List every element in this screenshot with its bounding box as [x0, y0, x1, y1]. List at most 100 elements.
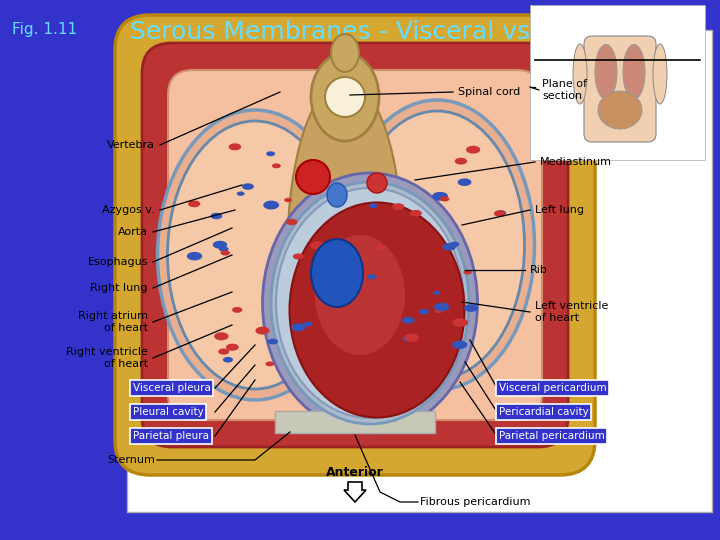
Ellipse shape [315, 235, 405, 355]
Ellipse shape [455, 158, 467, 165]
Ellipse shape [229, 143, 241, 150]
Ellipse shape [264, 201, 279, 210]
Ellipse shape [218, 348, 229, 355]
Ellipse shape [311, 53, 379, 141]
Bar [127, 30, 712, 512]
Ellipse shape [232, 307, 243, 313]
Ellipse shape [404, 334, 419, 342]
Ellipse shape [256, 327, 269, 335]
Ellipse shape [410, 210, 422, 217]
Bar [275, 411, 435, 433]
Text: Spinal cord: Spinal cord [458, 87, 521, 97]
Ellipse shape [369, 204, 377, 208]
Circle shape [367, 173, 387, 193]
Ellipse shape [289, 202, 464, 417]
Ellipse shape [440, 197, 449, 201]
FancyBboxPatch shape [115, 15, 595, 475]
Ellipse shape [168, 121, 343, 389]
Ellipse shape [435, 308, 444, 313]
Ellipse shape [464, 304, 478, 312]
Text: Fibrous pericardium: Fibrous pericardium [420, 497, 531, 507]
Ellipse shape [188, 200, 200, 207]
Text: Esophagus: Esophagus [88, 257, 148, 267]
Ellipse shape [653, 44, 667, 104]
Ellipse shape [304, 322, 312, 327]
Text: Anterior: Anterior [326, 467, 384, 480]
Circle shape [325, 77, 365, 117]
Ellipse shape [284, 198, 292, 202]
Ellipse shape [434, 303, 449, 311]
Ellipse shape [367, 274, 377, 279]
Ellipse shape [210, 213, 222, 219]
Ellipse shape [496, 210, 506, 216]
Ellipse shape [226, 343, 239, 351]
Text: Left lung: Left lung [535, 205, 584, 215]
Text: Serous Membranes - Visceral vs Parietal: Serous Membranes - Visceral vs Parietal [130, 20, 632, 44]
Ellipse shape [237, 192, 245, 196]
Ellipse shape [266, 151, 275, 156]
FancyArrow shape [344, 482, 366, 502]
Ellipse shape [327, 183, 347, 207]
Text: Sternum: Sternum [107, 455, 155, 465]
Ellipse shape [287, 80, 402, 420]
Ellipse shape [623, 44, 645, 99]
Ellipse shape [186, 252, 202, 260]
Circle shape [296, 160, 330, 194]
Bar [530, 5, 705, 160]
FancyBboxPatch shape [584, 36, 656, 142]
Ellipse shape [464, 270, 472, 274]
Ellipse shape [494, 210, 505, 217]
Ellipse shape [311, 239, 363, 307]
Ellipse shape [158, 110, 353, 400]
Ellipse shape [212, 241, 227, 249]
Ellipse shape [214, 332, 228, 340]
Ellipse shape [263, 173, 477, 433]
Ellipse shape [340, 100, 534, 390]
Ellipse shape [432, 192, 448, 201]
Ellipse shape [458, 178, 472, 186]
Text: Pleural cavity: Pleural cavity [133, 407, 204, 417]
Ellipse shape [293, 253, 304, 260]
Ellipse shape [452, 341, 467, 349]
Text: Left ventricle
of heart: Left ventricle of heart [535, 301, 608, 323]
Ellipse shape [433, 291, 441, 295]
Text: Right atrium
of heart: Right atrium of heart [78, 311, 148, 333]
Text: Vertebra: Vertebra [107, 140, 155, 150]
Ellipse shape [452, 318, 468, 327]
Ellipse shape [276, 188, 464, 418]
Ellipse shape [443, 243, 456, 251]
Text: Fig. 1.11: Fig. 1.11 [12, 22, 77, 37]
Text: Aorta: Aorta [118, 227, 148, 237]
Ellipse shape [392, 203, 405, 210]
Ellipse shape [595, 44, 617, 99]
Text: Azygos v.: Azygos v. [102, 205, 155, 215]
Ellipse shape [349, 111, 524, 379]
Ellipse shape [331, 34, 359, 72]
Text: Visceral pericardium: Visceral pericardium [499, 383, 607, 393]
Ellipse shape [466, 146, 480, 154]
Ellipse shape [268, 339, 278, 345]
Ellipse shape [266, 361, 274, 366]
Text: Rib: Rib [530, 265, 548, 275]
FancyBboxPatch shape [142, 43, 568, 447]
Ellipse shape [402, 335, 413, 342]
Ellipse shape [573, 44, 587, 104]
Ellipse shape [219, 246, 228, 252]
Ellipse shape [286, 219, 297, 225]
Ellipse shape [272, 164, 281, 168]
Ellipse shape [223, 357, 233, 362]
Ellipse shape [598, 91, 642, 129]
Ellipse shape [242, 183, 254, 190]
Text: Pericardial cavity: Pericardial cavity [499, 407, 589, 417]
Ellipse shape [310, 241, 325, 250]
Ellipse shape [450, 242, 459, 247]
Text: Mediastinum: Mediastinum [540, 157, 612, 167]
Text: Right lung: Right lung [91, 283, 148, 293]
Text: Plane of
section: Plane of section [542, 79, 587, 101]
FancyBboxPatch shape [168, 70, 542, 420]
Ellipse shape [220, 251, 230, 255]
Text: Visceral pleura: Visceral pleura [133, 383, 211, 393]
Ellipse shape [271, 182, 469, 424]
Text: Right ventricle
of heart: Right ventricle of heart [66, 347, 148, 369]
Text: Parietal pericardium: Parietal pericardium [499, 431, 605, 441]
